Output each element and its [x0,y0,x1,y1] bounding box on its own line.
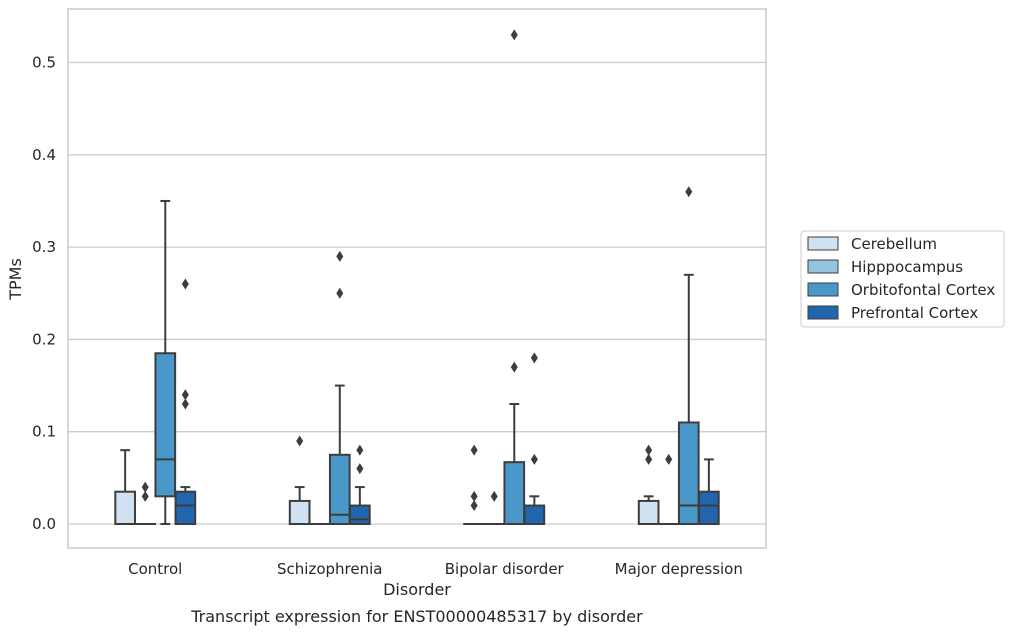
legend: Cerebellum Hipppocampus Orbitofontal Corte… [800,230,1005,328]
box-body [154,352,177,498]
outlier-point [181,389,189,401]
legend-label: Orbitofontal Cortex [851,281,995,299]
legend-label: Cerebellum [851,235,937,253]
box-series [114,29,720,526]
box-3-0 [174,278,197,526]
box-body [328,453,351,526]
outlier-point [296,435,304,447]
box-1-0 [134,481,157,526]
box-body [288,499,311,526]
box-body [523,504,546,526]
box-body [698,490,720,526]
box-body [114,490,136,526]
box-body [677,421,700,526]
plot-frame [67,8,767,549]
outlier-point [356,463,364,475]
y-tick-label: 0.5 [32,54,56,72]
box-3-3 [698,458,720,526]
outlier-point [470,490,478,502]
x-tick-label: Control [128,560,182,578]
outlier-point [530,453,538,465]
y-axis-label: TPMs [6,258,25,301]
outlier-point [141,481,149,493]
y-tick-label: 0.3 [32,238,56,256]
outlier-point [181,278,189,290]
box-body [174,490,197,526]
box-3-1 [349,444,371,526]
legend-swatch [807,305,839,320]
legend-label: Prefrontal Cortex [851,304,978,322]
outlier-point [685,186,693,198]
outlier-point [645,453,653,465]
outlier-point [470,500,478,512]
box-0-2 [463,444,485,526]
outlier-point [530,352,538,364]
outlier-point [510,29,518,41]
box-body [503,461,526,526]
x-tick-label: Schizophrenia [277,560,382,578]
y-tick-label: 0.0 [32,515,56,533]
outlier-point [356,444,364,456]
box-0-3 [637,444,660,526]
legend-swatch [807,236,839,251]
legend-frame [800,230,1005,328]
outlier-point [336,287,344,299]
chart-caption: Transcript expression for ENST0000048531… [190,607,643,626]
x-tick-labels: Control Schizophrenia Bipolar disorder Majo… [128,560,743,578]
box-3-2 [523,352,546,526]
x-tick-label: Bipolar disorder [445,560,565,578]
outlier-point [510,361,518,373]
outlier-point [470,444,478,456]
outlier-point [336,250,344,262]
box-body [637,499,660,526]
y-tick-label: 0.1 [32,423,56,441]
outlier-point [645,444,653,456]
y-tick-label: 0.2 [32,330,56,348]
y-tick-labels: 0.0 0.1 0.2 0.3 0.4 0.5 [32,54,56,533]
box-2-0 [154,199,177,526]
x-axis-label: Disorder [383,580,451,599]
x-tick-label: Major depression [615,560,743,578]
outlier-point [141,490,149,502]
box-2-3 [677,186,700,526]
legend-swatch [807,282,839,297]
outlier-point [665,453,673,465]
box-2-2 [503,29,526,526]
box-body [349,504,371,526]
outlier-point [490,490,498,502]
y-tick-label: 0.4 [32,146,56,164]
outlier-point [181,398,189,410]
box-0-1 [288,435,311,526]
box-2-1 [328,250,351,526]
box-0-0 [114,449,136,526]
legend-swatch [807,259,839,274]
legend-label: Hipppocampus [851,258,963,276]
